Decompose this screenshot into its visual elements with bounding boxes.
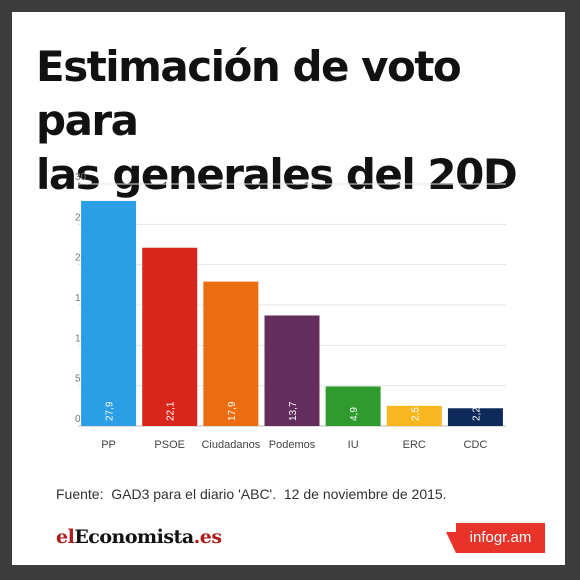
infogram-link[interactable]: infogr.am (456, 523, 545, 553)
bar-value-label: 2,5 (410, 407, 421, 421)
bar-erc (386, 405, 442, 426)
bar-ciudadanos (203, 281, 259, 426)
bar-cdc (447, 408, 503, 426)
bar-value-label: 22,1 (166, 401, 177, 421)
x-category-label: IU (348, 439, 359, 451)
chart-title: Estimación de voto para las generales de… (36, 40, 556, 202)
bar-iu (325, 386, 381, 426)
x-category-label: ERC (403, 439, 426, 451)
x-category-label: PSOE (154, 439, 185, 451)
x-category-label: Podemos (269, 439, 316, 451)
chart-title-line-1: Estimación de voto para (36, 42, 462, 145)
y-tick-label: 5 (75, 374, 81, 385)
bar-psoe (142, 247, 198, 426)
y-tick-label: 20 (75, 253, 87, 264)
x-category-label: CDC (464, 439, 488, 451)
y-tick-label: 10 (75, 333, 87, 344)
y-tick-label: 30 (75, 172, 87, 183)
bar-value-label: 13,7 (288, 401, 299, 421)
source-note: Fuente: GAD3 para el diario 'ABC'. 12 de… (56, 486, 447, 502)
bar-chart: 0 5 10 15 20 25 30 27,9 PP 22,1 PSOE 17,9 Ciudadanos… (75, 172, 506, 451)
eleconomista-logo[interactable]: elEconomista.es (56, 526, 222, 548)
bar-value-label: 4,9 (349, 407, 360, 421)
bar-value-label: 17,9 (227, 401, 238, 421)
bar-podemos (264, 315, 320, 426)
chart-title-line-2: las generales del 20D (36, 150, 518, 199)
bar-pp (81, 200, 137, 426)
y-tick-label: 25 (75, 212, 87, 223)
infogram-badge-tail (446, 532, 456, 553)
x-category-label: Ciudadanos (201, 439, 260, 451)
y-tick-label: 15 (75, 293, 87, 304)
y-tick-label: 0 (75, 414, 81, 425)
infographic-card: Estimación de voto para las generales de… (12, 12, 565, 565)
x-category-label: PP (101, 439, 116, 451)
bar-value-label: 2,2 (471, 407, 482, 421)
bar-value-label: 27,9 (105, 401, 116, 421)
